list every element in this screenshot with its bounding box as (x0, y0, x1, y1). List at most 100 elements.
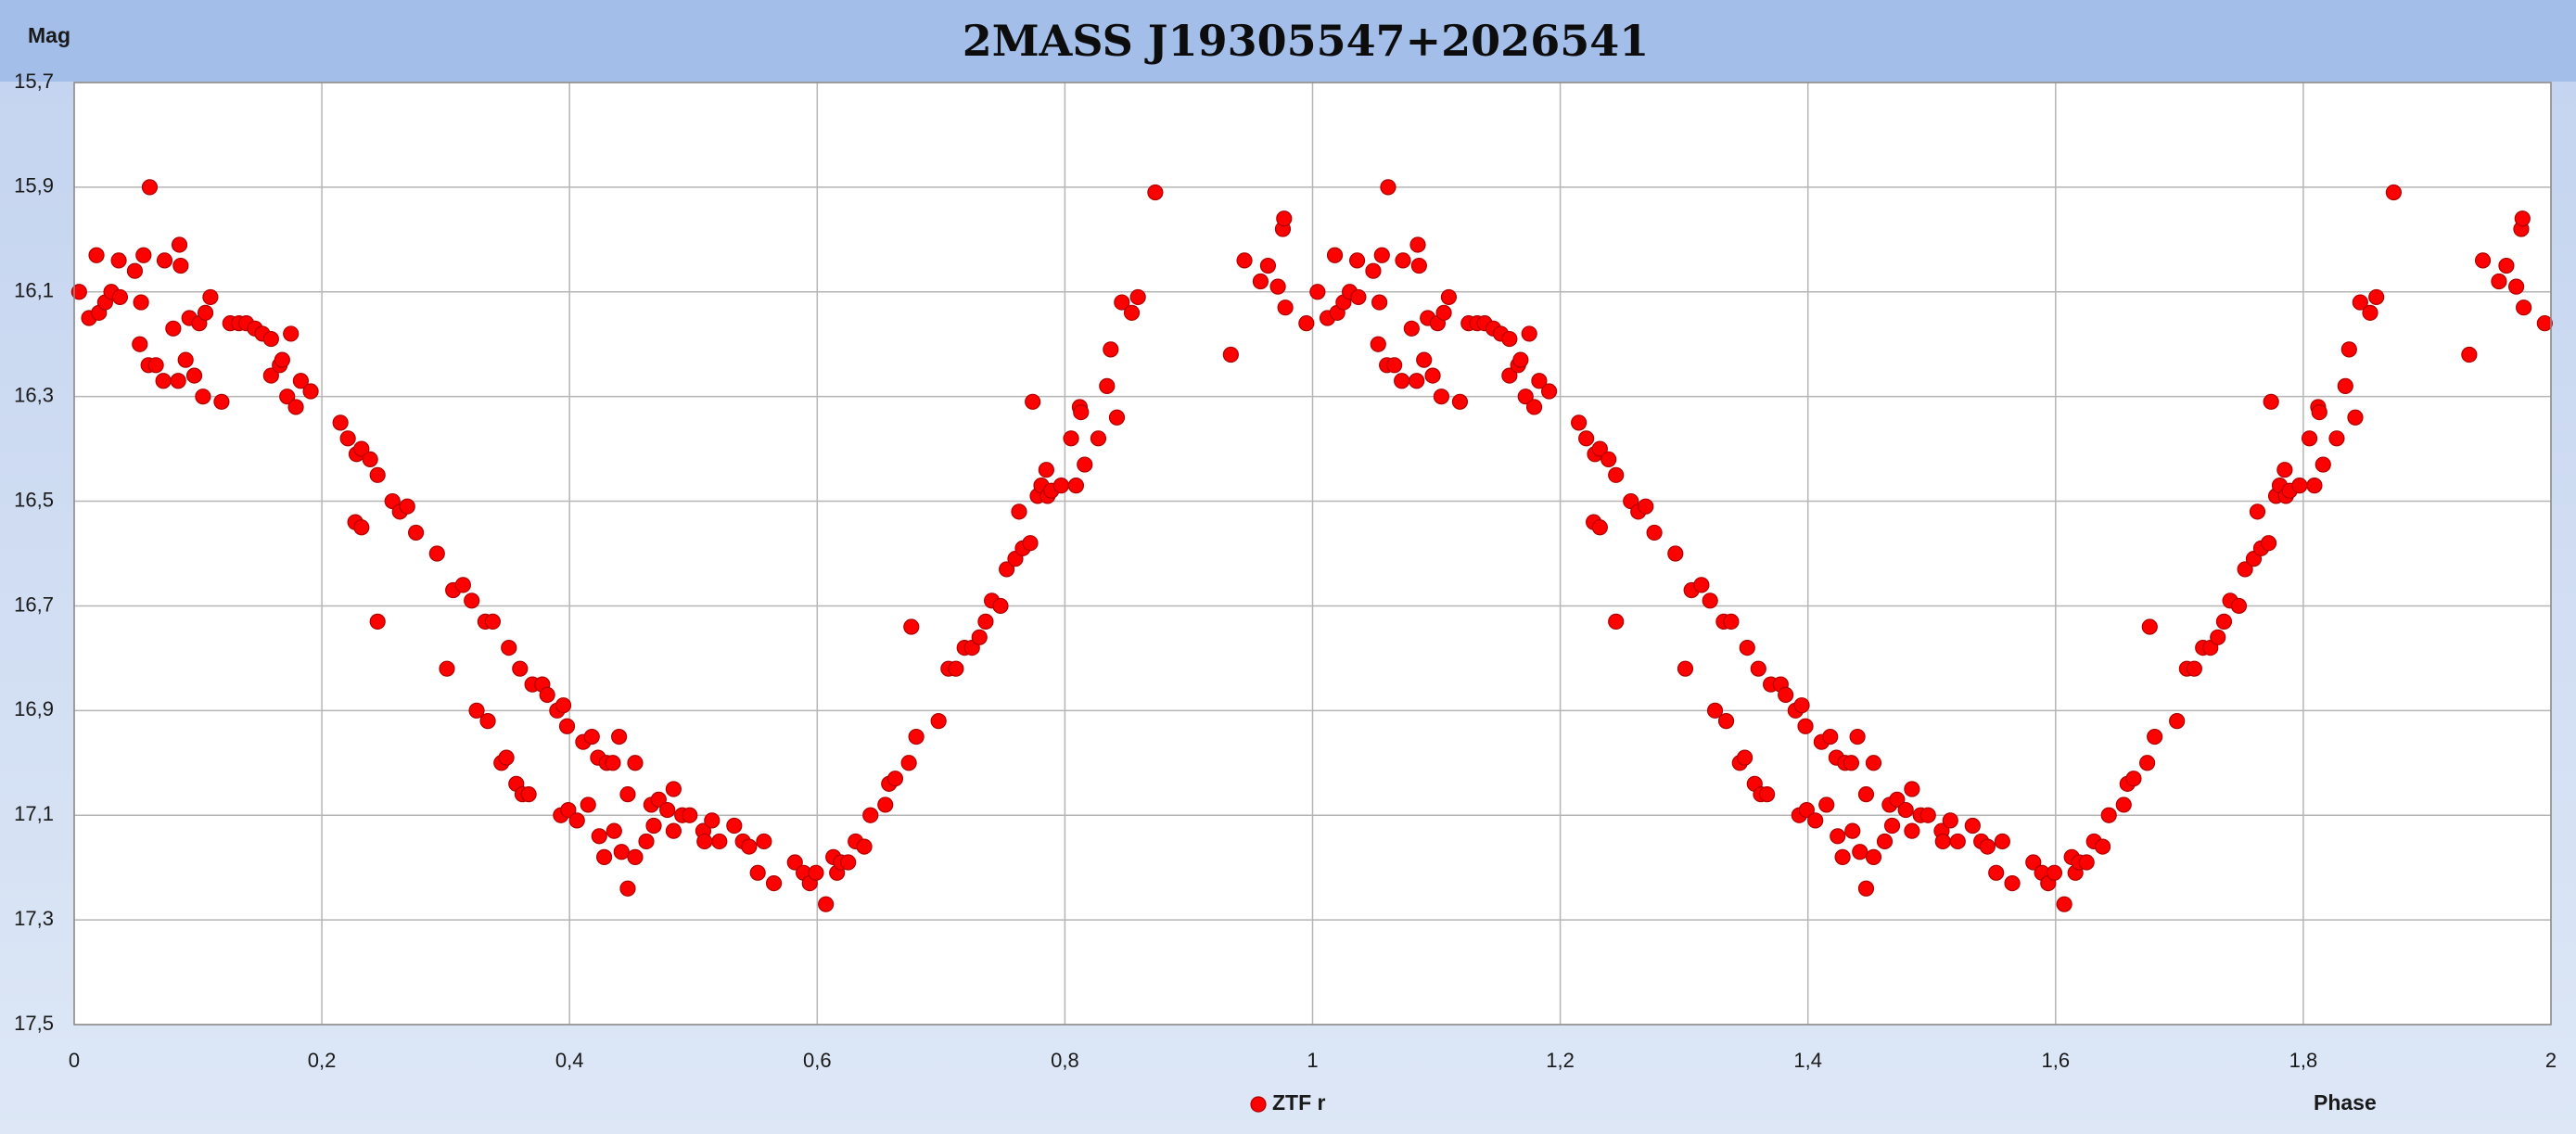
data-point (1424, 367, 1441, 384)
data-point (1844, 822, 1861, 839)
data-point (1501, 367, 1518, 384)
data-point (580, 796, 596, 813)
data-point (1759, 786, 1776, 803)
data-point (2461, 346, 2478, 363)
y-tick-label: 17,1 (14, 802, 54, 825)
data-point (1540, 383, 1558, 400)
data-point (262, 330, 279, 348)
data-point (2291, 478, 2308, 494)
plot-border (73, 82, 2552, 1026)
data-point (1521, 325, 1537, 342)
data-point (2125, 771, 2142, 787)
x-tick-label: 1,2 (1546, 1049, 1575, 1072)
x-tick-label: 1,8 (2289, 1049, 2318, 1072)
data-point (2474, 252, 2492, 269)
data-point (332, 414, 349, 431)
data-point (1371, 294, 1388, 311)
y-tick-label: 16,3 (14, 383, 54, 406)
data-point (1099, 377, 1116, 394)
data-point (1517, 389, 1534, 405)
data-point (353, 519, 370, 536)
data-point (283, 325, 300, 342)
y-tick-label: 16,7 (14, 592, 54, 616)
data-point (1326, 247, 1344, 263)
data-point (2186, 660, 2202, 677)
data-point (595, 848, 613, 865)
data-point (1857, 880, 1875, 897)
y-tick-label: 16,5 (14, 488, 54, 511)
data-point (1147, 184, 1164, 201)
data-point (2237, 561, 2253, 578)
x-tick-label: 0,6 (803, 1049, 832, 1072)
data-point (1706, 702, 1724, 719)
data-point (185, 367, 203, 384)
data-point (1979, 838, 1996, 855)
data-point (1830, 828, 1846, 845)
data-point (1834, 848, 1851, 865)
data-point (369, 613, 386, 630)
data-point (1942, 812, 1958, 829)
y-tick-label: 17,3 (14, 907, 54, 930)
data-point (1717, 713, 1735, 730)
legend-marker (1250, 1096, 1267, 1113)
data-point (111, 288, 129, 306)
data-point (292, 373, 309, 389)
data-point (1350, 288, 1367, 306)
data-point (464, 592, 480, 609)
data-point (726, 817, 743, 835)
data-point (619, 880, 636, 897)
data-point (2340, 341, 2357, 358)
data-point (1702, 592, 1718, 609)
data-point (1269, 278, 1286, 295)
data-point (1988, 864, 2005, 881)
data-point (560, 801, 577, 819)
data-point (2147, 728, 2163, 745)
y-tick-label: 17,5 (14, 1012, 54, 1035)
data-point (741, 838, 758, 855)
data-point (1403, 320, 1420, 337)
data-point (2215, 613, 2233, 630)
data-point (1964, 817, 1981, 835)
data-point (135, 247, 152, 263)
data-point (1410, 257, 1427, 274)
points (70, 179, 2553, 912)
data-point (2115, 796, 2132, 813)
data-point (682, 807, 698, 823)
data-point (583, 728, 600, 745)
data-point (172, 257, 189, 274)
data-point (468, 702, 485, 719)
x-axis-label: Phase (2314, 1090, 2377, 1115)
data-point (399, 498, 415, 515)
data-point (2352, 294, 2368, 311)
data-point (1591, 440, 1608, 457)
x-tick-label: 0,4 (555, 1049, 584, 1072)
data-point (2301, 430, 2318, 447)
legend-label: ZTF r (1272, 1090, 1326, 1115)
data-point (627, 848, 644, 865)
data-point (1525, 399, 1543, 415)
data-point (645, 817, 662, 835)
data-point (1252, 273, 1269, 290)
data-point (1114, 294, 1130, 311)
data-point (2004, 874, 2021, 892)
data-point (1370, 336, 1386, 352)
data-point (627, 755, 644, 771)
data-point (1531, 373, 1548, 389)
data-point (2210, 629, 2226, 645)
data-point (353, 440, 370, 457)
data-point (1600, 451, 1617, 467)
data-point (711, 833, 728, 850)
data-point (1386, 357, 1403, 374)
data-point (2516, 299, 2532, 316)
data-point (302, 383, 319, 400)
data-point (2263, 393, 2279, 410)
data-point (498, 749, 515, 766)
data-point (1348, 252, 1366, 269)
data-point (2315, 456, 2331, 473)
data-point (439, 660, 455, 677)
data-point (665, 822, 682, 839)
data-point (613, 844, 630, 860)
data-point (339, 430, 356, 447)
data-point (484, 613, 501, 630)
data-point (1571, 414, 1588, 431)
